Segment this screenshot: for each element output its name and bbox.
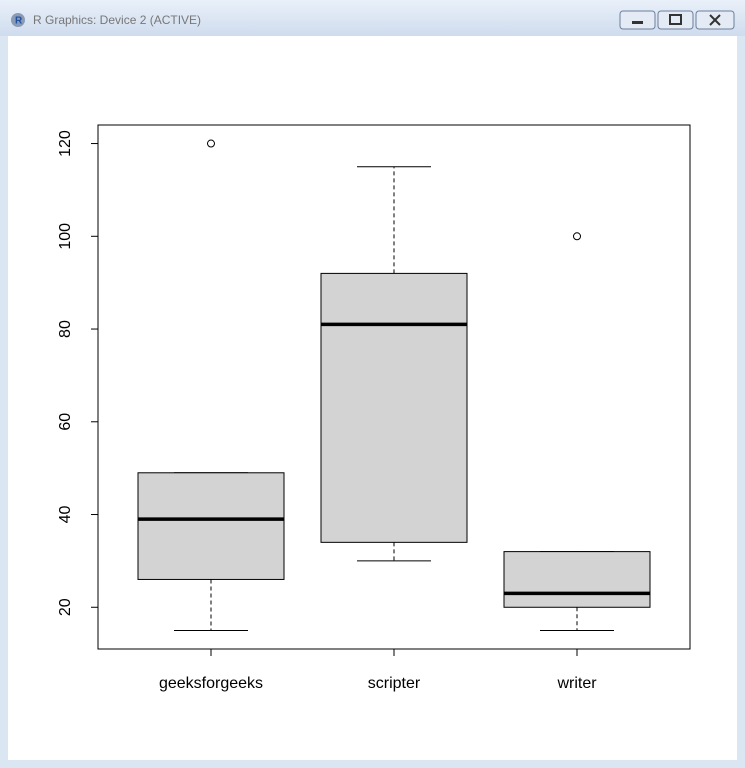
outlier [207, 139, 215, 148]
app-icon-letter: R [15, 16, 23, 27]
x-tick-label: writer [556, 675, 597, 692]
y-tick-label: 80 [57, 320, 74, 338]
y-tick-label: 20 [57, 598, 74, 616]
restore-button[interactable] [657, 10, 694, 30]
restore-icon [669, 14, 682, 25]
outlier [573, 232, 581, 241]
y-tick-label: 60 [57, 413, 74, 431]
minimize-icon [632, 21, 643, 24]
window-buttons[interactable] [619, 10, 735, 30]
x-tick-label: scripter [368, 675, 421, 692]
minimize-button[interactable] [619, 10, 656, 30]
box [503, 551, 651, 608]
y-tick-label: 120 [57, 130, 74, 157]
x-tick-label: geeksforgeeks [159, 675, 263, 692]
y-tick-label: 40 [57, 506, 74, 524]
y-tick-label: 100 [57, 223, 74, 250]
window-title: R Graphics: Device 2 (ACTIVE) [33, 13, 201, 27]
box [320, 272, 468, 543]
close-icon [709, 14, 721, 26]
app-icon [11, 13, 25, 27]
box [137, 472, 285, 580]
